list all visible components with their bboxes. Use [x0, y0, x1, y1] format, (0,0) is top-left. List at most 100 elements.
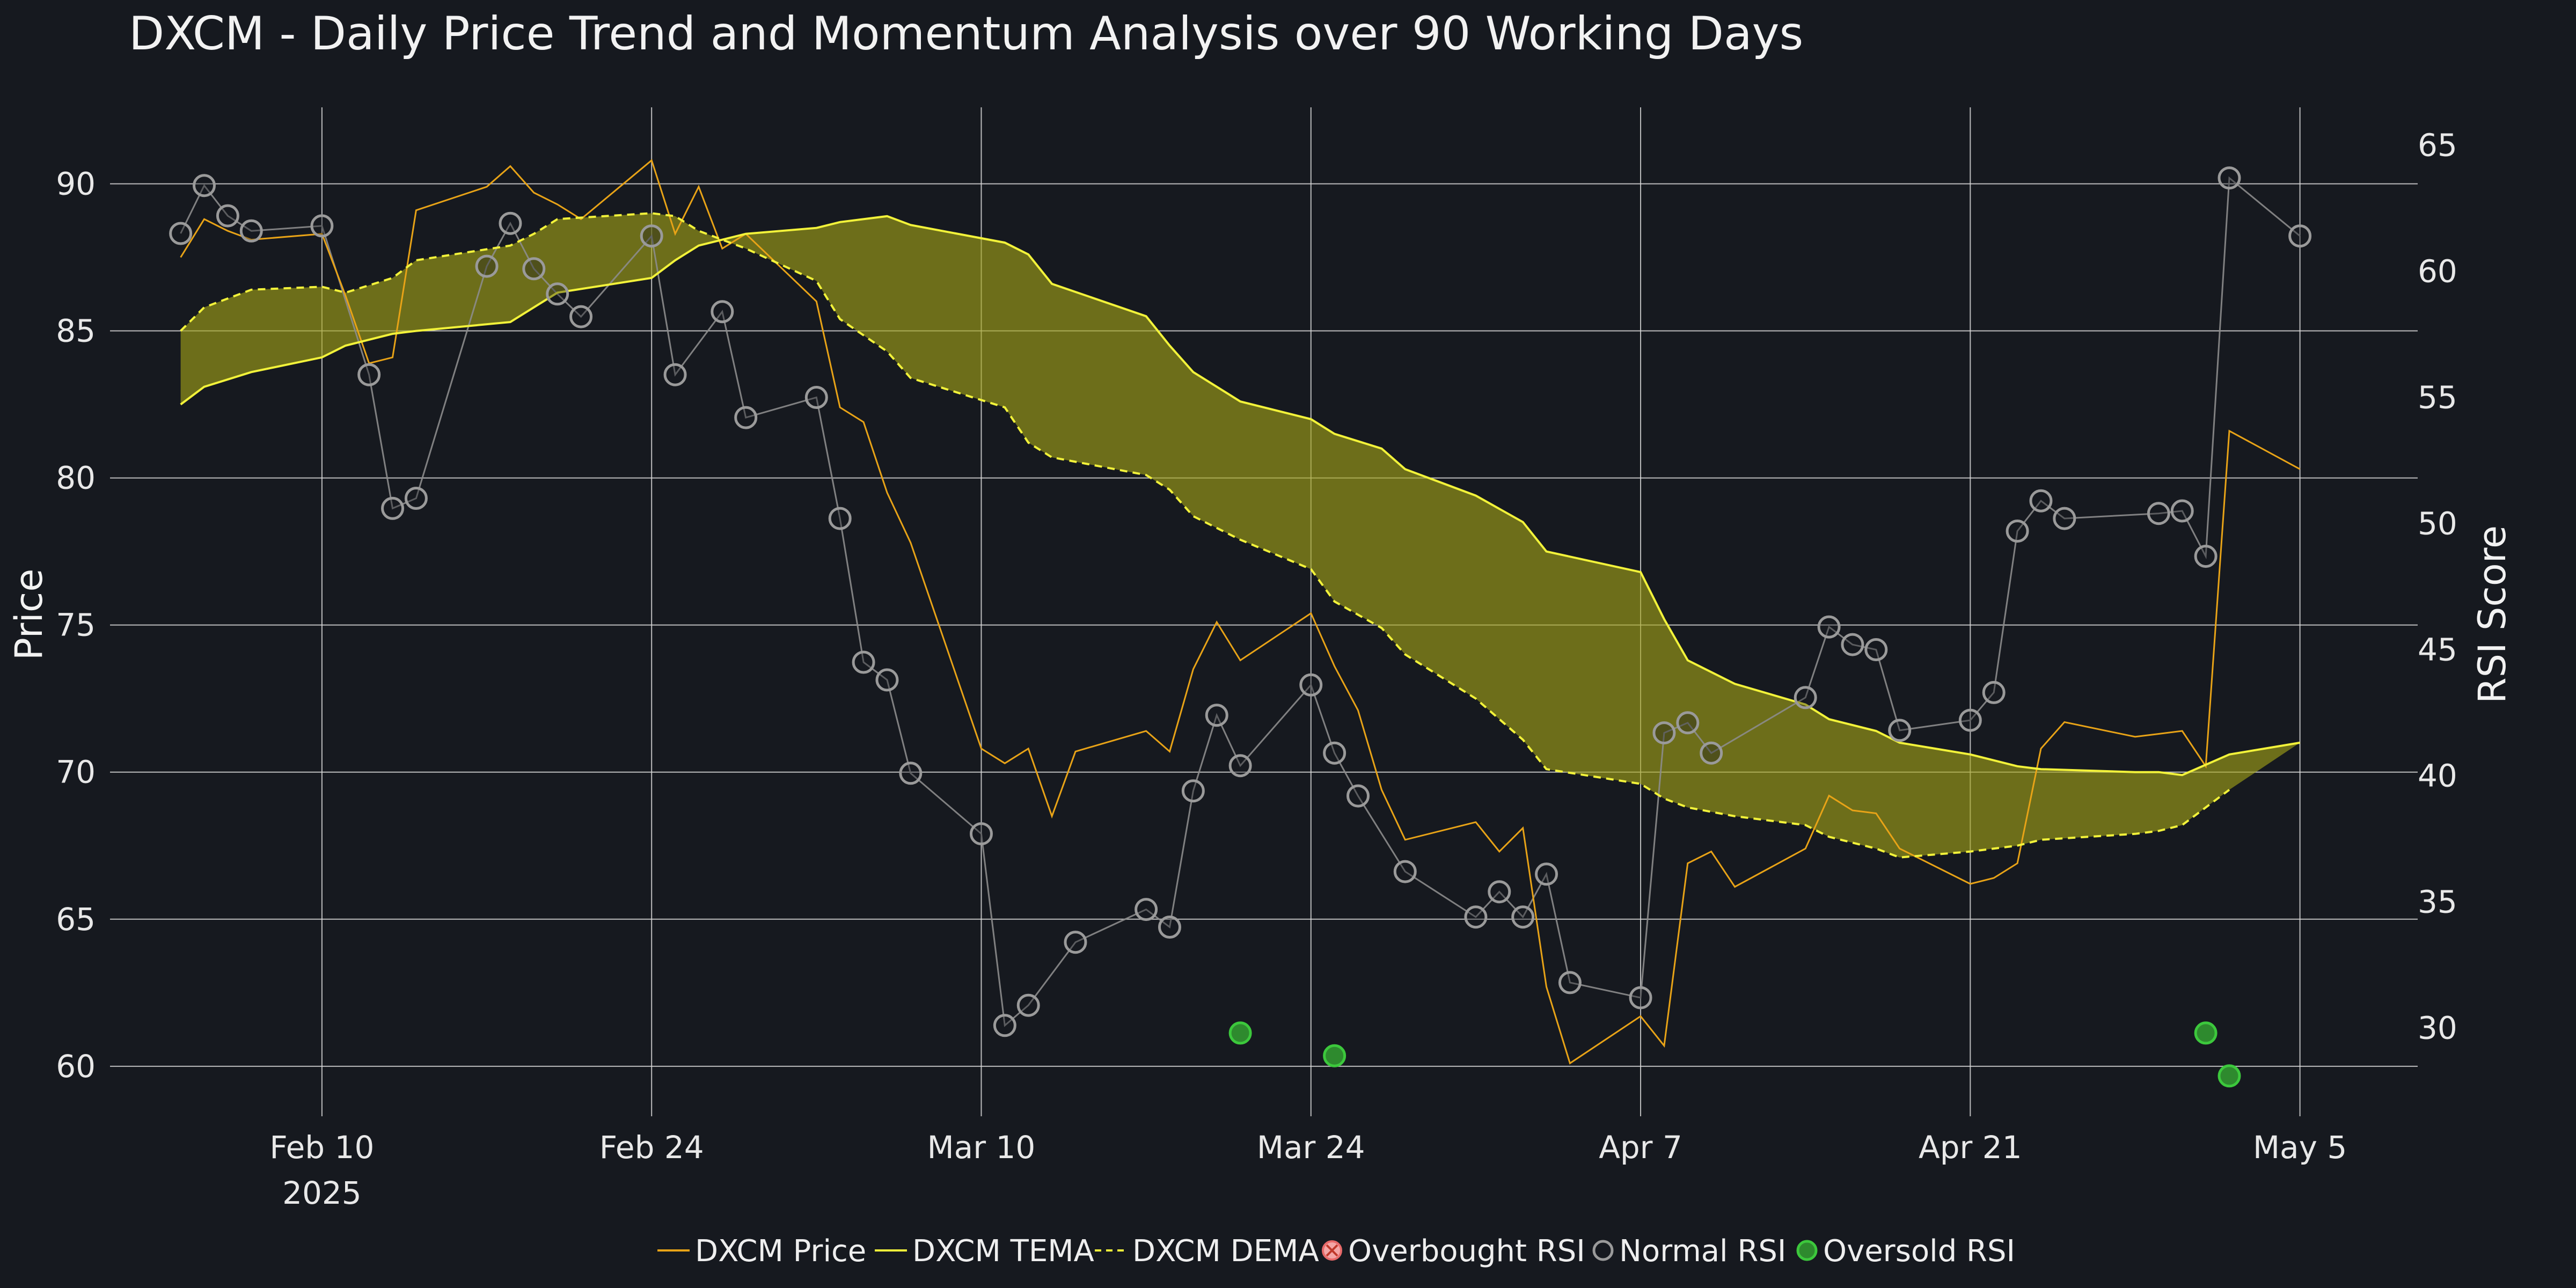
- normal-rsi-point: [381, 496, 405, 520]
- x-tick-label: Apr 21: [1919, 1129, 2022, 1166]
- normal-rsi-point: [522, 257, 546, 281]
- normal-rsi-point: [1064, 931, 1087, 954]
- normal-rsi-point: [663, 363, 687, 386]
- series-lines: [180, 159, 2301, 1065]
- legend-swatch: [1796, 1240, 1818, 1261]
- normal-rsi-point: [1135, 898, 1158, 921]
- legend: DXCM Price DXCM TEMA DXCM DEMA Overbought R…: [657, 1234, 2015, 1269]
- normal-rsi-point: [1888, 719, 1912, 742]
- tema-line: [180, 215, 2300, 777]
- y2-tick-label: 45: [2418, 632, 2457, 668]
- y2-tick-label: 50: [2418, 506, 2457, 542]
- normal-rsi-point: [569, 305, 593, 328]
- normal-rsi-point: [1958, 708, 1982, 732]
- normal-rsi-point: [1652, 721, 1676, 745]
- normal-rsi-point: [2029, 489, 2053, 513]
- y-tick-label: 60: [56, 1048, 96, 1085]
- normal-rsi-point: [2194, 545, 2218, 568]
- y2-tick-label: 65: [2418, 127, 2457, 164]
- rsi-line: [180, 176, 2301, 1027]
- normal-rsi-point: [993, 1014, 1016, 1037]
- normal-rsi-point: [2288, 224, 2312, 248]
- normal-rsi-point: [1864, 638, 1888, 661]
- legend-label: DXCM Price: [695, 1234, 866, 1269]
- axes: 60 65 70 75 80 85 90 30 35 40 45 50 55 60 65 Feb 10 2025…: [56, 127, 2457, 1212]
- normal-rsi-point: [734, 406, 758, 429]
- normal-rsi-point: [1535, 862, 1558, 886]
- normal-rsi-point: [1817, 615, 1841, 639]
- legend-label: DXCM TEMA: [912, 1234, 1094, 1269]
- tema-dema-band: [180, 213, 2300, 858]
- oversold-rsi-point: [2194, 1021, 2218, 1045]
- oversold-rsi-point: [1323, 1044, 1346, 1067]
- normal-rsi-point: [499, 211, 522, 235]
- chart-title: DXCM - Daily Price Trend and Momentum An…: [129, 7, 1803, 61]
- y2-tick-label: 35: [2418, 884, 2457, 920]
- normal-rsi-point: [1393, 860, 1417, 883]
- normal-rsi-point: [239, 219, 263, 243]
- normal-rsi-point: [875, 668, 899, 692]
- y2-tick-label: 40: [2418, 758, 2457, 794]
- x-tick-label: Mar 24: [1257, 1129, 1365, 1166]
- normal-rsi-point: [1629, 986, 1652, 1009]
- price-line: [180, 159, 2301, 1065]
- normal-rsi-point: [711, 300, 734, 324]
- y-tick-label: 80: [56, 460, 96, 496]
- normal-rsi-point: [1205, 704, 1228, 727]
- x-tick-label: Apr 7: [1599, 1129, 1682, 1166]
- y2-axis-label: RSI Score: [2470, 525, 2514, 704]
- normal-rsi-point: [828, 507, 852, 530]
- legend-label: Normal RSI: [1619, 1234, 1786, 1269]
- normal-rsi-point: [1794, 686, 1817, 709]
- normal-rsi-point: [1676, 711, 1700, 735]
- x-tick-label: Feb 10: [269, 1129, 374, 1166]
- y-axis-label: Price: [7, 569, 51, 661]
- legend-swatch-x: [1326, 1244, 1338, 1257]
- y-tick-label: 90: [56, 166, 96, 202]
- legend-swatch: [1592, 1240, 1614, 1261]
- normal-rsi-point: [1841, 633, 1864, 656]
- y-tick-label: 75: [56, 607, 96, 643]
- y-tick-label: 85: [56, 313, 96, 349]
- normal-rsi-point: [804, 386, 828, 409]
- normal-rsi-point: [216, 204, 239, 228]
- normal-rsi-point: [1158, 916, 1181, 939]
- normal-rsi-point: [852, 650, 875, 674]
- y2-tick-label: 30: [2418, 1010, 2457, 1046]
- legend-label: DXCM DEMA: [1132, 1234, 1319, 1269]
- y-tick-label: 65: [56, 901, 96, 938]
- rsi-markers: [169, 166, 2312, 1088]
- normal-rsi-point: [1464, 905, 1488, 929]
- normal-rsi-point: [640, 224, 663, 248]
- oversold-rsi-point: [1228, 1021, 1252, 1045]
- y2-tick-label: 60: [2418, 253, 2457, 290]
- legend-label: Overbought RSI: [1348, 1234, 1585, 1269]
- normal-rsi-point: [899, 762, 923, 785]
- y-tick-label: 70: [56, 754, 96, 791]
- normal-rsi-point: [475, 254, 499, 278]
- normal-rsi-point: [2147, 502, 2170, 525]
- tema-dema-fill: [180, 213, 2300, 858]
- normal-rsi-point: [1700, 741, 1723, 765]
- oversold-rsi-point: [2218, 1064, 2241, 1088]
- dema-line: [180, 212, 2230, 859]
- normal-rsi-point: [1323, 741, 1346, 765]
- legend-label: Oversold RSI: [1823, 1234, 2015, 1269]
- x-tick-label: Mar 10: [927, 1129, 1036, 1166]
- normal-rsi-point: [1299, 673, 1323, 697]
- normal-rsi-point: [2006, 519, 2029, 543]
- normal-rsi-point: [1511, 905, 1535, 929]
- normal-rsi-point: [1016, 993, 1040, 1017]
- x-tick-label: May 5: [2253, 1129, 2347, 1166]
- normal-rsi-point: [193, 174, 216, 197]
- normal-rsi-point: [969, 822, 993, 846]
- normal-rsi-point: [169, 222, 193, 245]
- normal-rsi-point: [1346, 784, 1370, 808]
- normal-rsi-point: [1488, 880, 1511, 904]
- normal-rsi-point: [1982, 680, 2006, 704]
- normal-rsi-point: [2218, 166, 2241, 190]
- normal-rsi-point: [2053, 507, 2076, 530]
- normal-rsi-point: [546, 282, 569, 306]
